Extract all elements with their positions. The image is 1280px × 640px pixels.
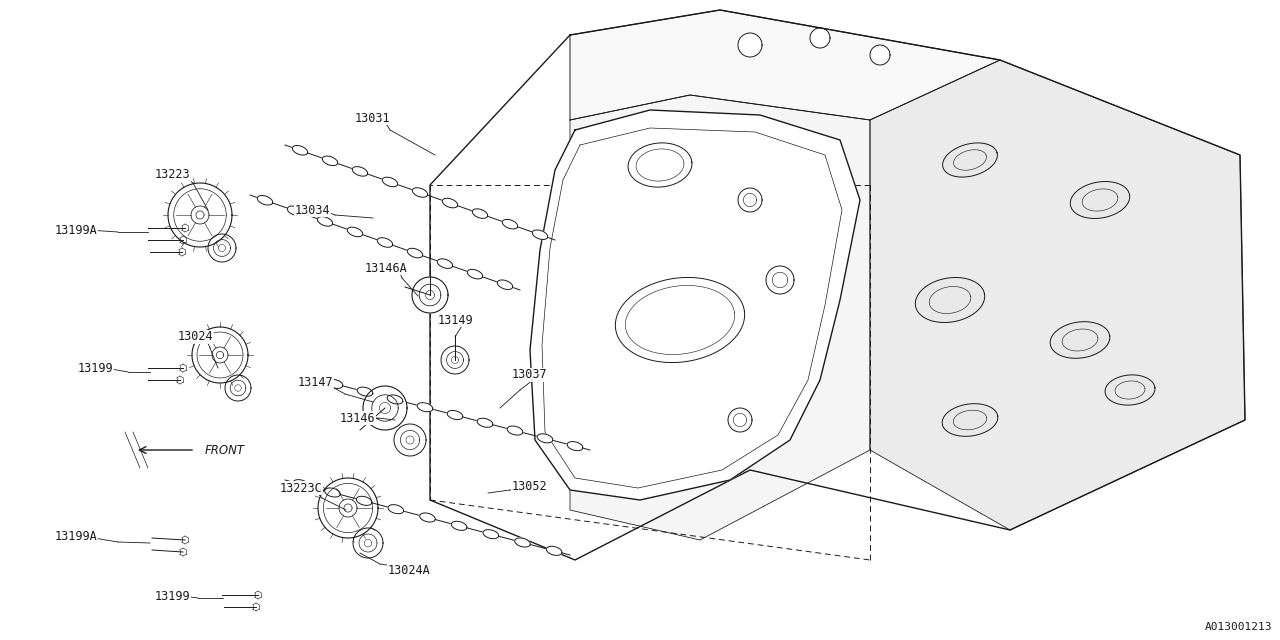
Polygon shape <box>287 206 302 216</box>
Text: 13146A: 13146A <box>365 262 408 275</box>
Polygon shape <box>347 227 362 237</box>
Polygon shape <box>942 143 997 177</box>
Polygon shape <box>915 278 984 323</box>
Text: 13031: 13031 <box>355 111 390 125</box>
Polygon shape <box>447 410 463 420</box>
Polygon shape <box>442 346 468 374</box>
Polygon shape <box>483 530 499 539</box>
Polygon shape <box>209 234 236 262</box>
Polygon shape <box>1070 182 1130 218</box>
Text: 13223: 13223 <box>155 168 191 182</box>
Polygon shape <box>317 478 378 538</box>
Polygon shape <box>728 408 753 432</box>
Polygon shape <box>438 259 453 268</box>
Polygon shape <box>292 145 307 155</box>
Text: 13199A: 13199A <box>55 531 97 543</box>
Polygon shape <box>356 496 372 506</box>
Text: 13147: 13147 <box>298 376 334 390</box>
Polygon shape <box>417 403 433 412</box>
Polygon shape <box>547 547 562 556</box>
Text: 13146: 13146 <box>340 412 375 424</box>
Text: 13024: 13024 <box>178 330 214 344</box>
Polygon shape <box>739 33 762 57</box>
Polygon shape <box>628 143 692 187</box>
Polygon shape <box>477 419 493 428</box>
Polygon shape <box>515 538 530 547</box>
Polygon shape <box>225 375 251 401</box>
Text: 13024A: 13024A <box>388 563 431 577</box>
Polygon shape <box>498 280 513 289</box>
Polygon shape <box>502 220 517 229</box>
Text: 13199: 13199 <box>78 362 114 374</box>
Polygon shape <box>530 110 860 500</box>
Polygon shape <box>412 188 428 197</box>
Polygon shape <box>325 488 340 497</box>
Polygon shape <box>257 195 273 205</box>
Polygon shape <box>467 269 483 279</box>
Text: 13199A: 13199A <box>55 223 97 237</box>
Text: 13223C: 13223C <box>280 481 323 495</box>
Polygon shape <box>378 237 393 247</box>
Polygon shape <box>532 230 548 239</box>
Polygon shape <box>293 479 308 489</box>
Polygon shape <box>328 380 343 388</box>
Polygon shape <box>942 404 998 436</box>
Polygon shape <box>472 209 488 218</box>
Polygon shape <box>810 28 829 48</box>
Polygon shape <box>323 156 338 166</box>
Polygon shape <box>570 95 870 540</box>
Polygon shape <box>616 278 745 363</box>
Polygon shape <box>870 60 1245 530</box>
Polygon shape <box>192 327 248 383</box>
Polygon shape <box>420 513 435 522</box>
Polygon shape <box>339 499 357 517</box>
Polygon shape <box>570 10 1000 120</box>
Polygon shape <box>538 434 553 443</box>
Polygon shape <box>1105 375 1155 405</box>
Polygon shape <box>739 188 762 212</box>
Polygon shape <box>212 347 228 363</box>
Polygon shape <box>388 504 403 514</box>
Polygon shape <box>1050 322 1110 358</box>
Polygon shape <box>412 277 448 313</box>
Polygon shape <box>452 522 467 531</box>
Polygon shape <box>168 183 232 247</box>
Text: A013001213: A013001213 <box>1204 622 1272 632</box>
Polygon shape <box>191 206 209 224</box>
Text: 13037: 13037 <box>512 369 548 381</box>
Polygon shape <box>407 248 422 258</box>
Text: FRONT: FRONT <box>205 444 244 456</box>
Text: 13199: 13199 <box>155 589 191 602</box>
Polygon shape <box>357 387 372 396</box>
Polygon shape <box>443 198 458 208</box>
Polygon shape <box>364 386 407 430</box>
Polygon shape <box>353 528 383 558</box>
Polygon shape <box>870 45 890 65</box>
Polygon shape <box>507 426 522 435</box>
Polygon shape <box>387 395 403 404</box>
Polygon shape <box>317 216 333 226</box>
Polygon shape <box>352 166 367 176</box>
Polygon shape <box>383 177 398 187</box>
Polygon shape <box>430 10 1245 560</box>
Polygon shape <box>765 266 794 294</box>
Text: 13034: 13034 <box>294 204 330 216</box>
Polygon shape <box>394 424 426 456</box>
Text: 13149: 13149 <box>438 314 474 326</box>
Text: 13052: 13052 <box>512 481 548 493</box>
Polygon shape <box>567 442 582 451</box>
